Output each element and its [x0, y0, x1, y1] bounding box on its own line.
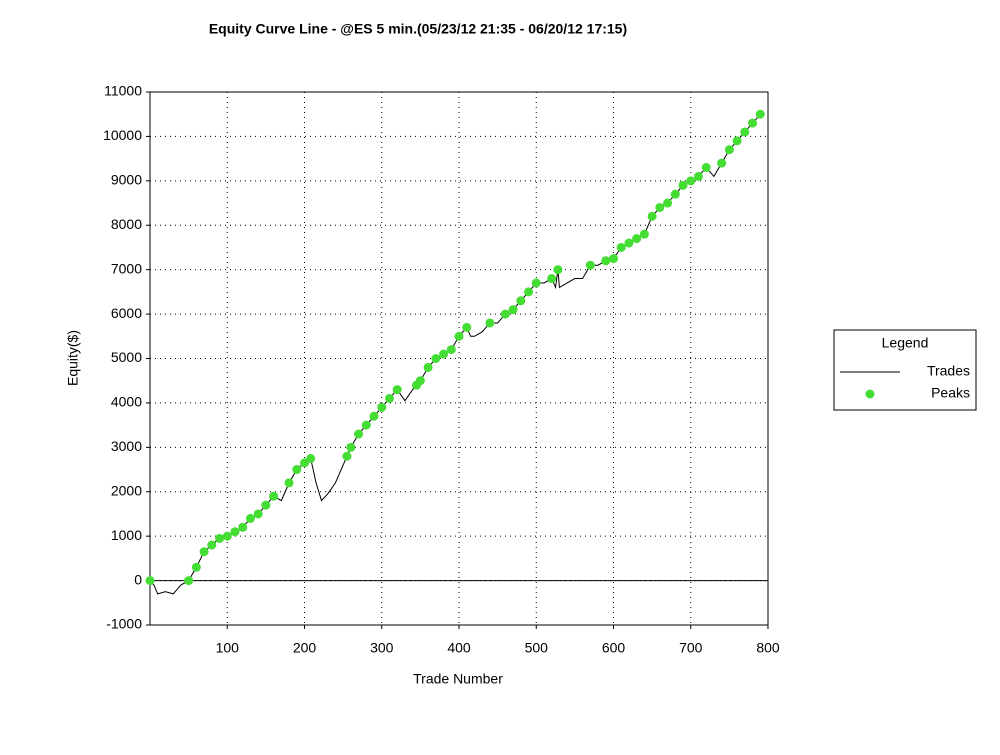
- legend-label: Peaks: [931, 385, 970, 401]
- y-axis-label: Equity($): [65, 330, 81, 386]
- peak-point: [454, 331, 464, 341]
- peak-point: [686, 176, 696, 186]
- peak-point: [755, 109, 765, 119]
- peak-point: [431, 354, 441, 363]
- peak-point: [369, 411, 379, 421]
- peak-point: [230, 527, 240, 537]
- peak-point: [740, 127, 750, 137]
- peak-point: [647, 211, 657, 221]
- peak-point: [724, 145, 734, 155]
- peak-point: [384, 393, 394, 403]
- peak-point: [508, 305, 518, 315]
- legend-label: Trades: [927, 363, 970, 379]
- peak-point: [261, 500, 271, 510]
- peak-point: [732, 136, 742, 146]
- peak-point: [191, 562, 201, 572]
- x-tick-label: 500: [525, 640, 549, 656]
- peak-point: [222, 531, 232, 541]
- y-tick-label: 8000: [111, 216, 142, 232]
- peak-point: [215, 533, 225, 543]
- peak-point: [609, 254, 618, 264]
- peak-point: [245, 513, 255, 523]
- peak-point: [415, 376, 425, 386]
- peak-point: [207, 540, 217, 550]
- peak-point: [269, 491, 279, 501]
- peak-point: [284, 478, 294, 488]
- peak-point: [616, 242, 626, 252]
- peak-point: [238, 522, 248, 532]
- y-tick-label: 11000: [104, 83, 142, 99]
- peak-point: [361, 420, 371, 430]
- y-tick-label: 7000: [111, 260, 142, 276]
- peak-point: [748, 118, 758, 128]
- peak-point: [446, 345, 456, 355]
- peak-point: [717, 158, 727, 168]
- peak-point: [663, 198, 673, 208]
- peak-point: [354, 429, 364, 439]
- y-tick-label: 5000: [111, 349, 142, 365]
- y-tick-label: 1000: [111, 527, 142, 543]
- peak-point: [199, 547, 209, 557]
- y-tick-label: 3000: [111, 438, 142, 454]
- x-tick-label: 600: [602, 640, 626, 656]
- peak-point: [655, 202, 665, 212]
- peak-point: [462, 322, 472, 332]
- peak-point: [516, 296, 526, 306]
- peak-point: [553, 265, 563, 275]
- x-tick-label: 700: [679, 640, 703, 656]
- peak-point: [439, 349, 449, 359]
- peak-point: [342, 451, 352, 461]
- x-tick-label: 800: [756, 640, 780, 656]
- peak-point: [624, 238, 634, 248]
- x-tick-label: 400: [447, 640, 471, 656]
- peak-point: [670, 189, 680, 199]
- peak-point: [547, 274, 557, 284]
- peak-point: [485, 318, 495, 328]
- y-tick-label: 4000: [111, 394, 142, 410]
- peak-point: [601, 256, 611, 266]
- y-tick-label: 9000: [111, 172, 142, 188]
- y-tick-label: 10000: [103, 127, 142, 143]
- x-tick-label: 300: [370, 640, 394, 656]
- x-axis-label: Trade Number: [413, 671, 503, 687]
- peak-point: [632, 234, 642, 244]
- peak-point: [292, 465, 302, 475]
- peak-point: [678, 180, 688, 190]
- chart-title: Equity Curve Line - @ES 5 min.(05/23/12 …: [209, 21, 627, 37]
- peak-point: [639, 229, 649, 239]
- y-tick-label: -1000: [106, 616, 142, 632]
- peak-point: [145, 576, 155, 586]
- peak-point: [184, 576, 194, 586]
- peak-point: [253, 509, 263, 519]
- legend-title: Legend: [882, 335, 929, 351]
- peak-point: [346, 442, 356, 452]
- legend-dot: [865, 389, 875, 399]
- y-tick-label: 2000: [111, 482, 142, 498]
- peak-point: [377, 402, 387, 412]
- peak-point: [500, 309, 510, 319]
- trades-line: [149, 113, 761, 595]
- peak-point: [423, 362, 433, 372]
- peak-point: [693, 171, 703, 181]
- peak-point: [392, 385, 402, 395]
- peak-point: [585, 260, 595, 270]
- y-tick-label: 0: [134, 571, 142, 587]
- legend-box: [833, 329, 977, 411]
- peak-point: [701, 163, 711, 173]
- x-tick-label: 200: [293, 640, 317, 656]
- peak-point: [306, 453, 316, 463]
- x-tick-label: 100: [216, 640, 240, 656]
- peak-point: [531, 278, 541, 288]
- peak-point: [524, 287, 534, 297]
- y-tick-label: 6000: [111, 305, 142, 321]
